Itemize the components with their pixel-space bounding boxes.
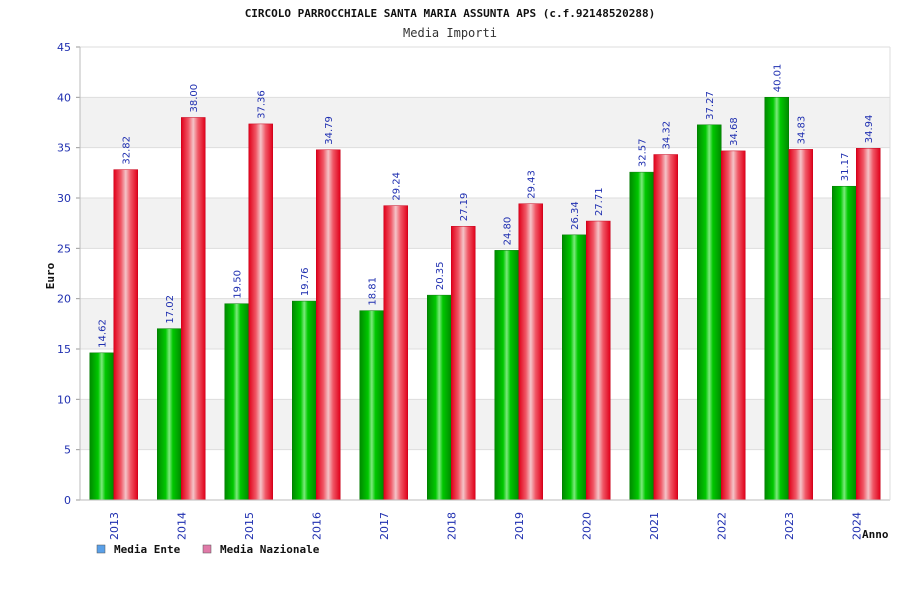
bar-media-ente [494, 250, 519, 501]
bar-media-ente [89, 352, 114, 501]
y-tick-label: 25 [57, 242, 71, 255]
y-tick-label: 40 [57, 91, 71, 104]
x-tick-label: 2013 [108, 512, 121, 540]
bar-media-nazionale [788, 149, 813, 501]
data-label-media-ente: 19.76 [300, 267, 311, 296]
y-axis-label: Euro [44, 262, 57, 289]
bar-media-ente [359, 310, 384, 501]
plot-area [80, 47, 890, 500]
chart-subtitle: Media Importi [403, 26, 497, 40]
bar-media-ente [832, 185, 857, 501]
x-tick-label: 2021 [648, 512, 661, 540]
data-label-media-nazionale: 37.36 [257, 90, 268, 119]
x-tick-label: 2023 [783, 512, 796, 540]
grid-band [80, 399, 890, 450]
data-label-media-nazionale: 34.94 [864, 115, 875, 144]
y-tick-label: 20 [57, 293, 71, 306]
data-label-media-ente: 19.50 [233, 270, 244, 299]
bar-media-ente [224, 303, 249, 501]
legend-swatch-media-nazionale [202, 544, 212, 554]
bar-media-ente [292, 300, 317, 501]
bar-media-nazionale [856, 148, 881, 501]
data-label-media-nazionale: 34.68 [729, 117, 740, 146]
bar-media-nazionale [518, 203, 543, 501]
y-axis-ticks: 0 5 10 15 20 25 30 35 40 45 [57, 41, 80, 507]
x-tick-label: 2024 [850, 512, 863, 540]
x-tick-label: 2015 [243, 512, 256, 540]
bar-media-nazionale [653, 154, 678, 501]
bar-media-ente [629, 171, 654, 501]
bar-media-ente [697, 124, 722, 501]
data-label-media-ente: 26.34 [570, 201, 581, 230]
grid-band [80, 198, 890, 249]
bar-media-ente [157, 328, 182, 501]
data-label-media-ente: 20.35 [435, 262, 446, 291]
bar-media-nazionale [316, 149, 341, 501]
data-label-media-ente: 17.02 [165, 295, 176, 324]
grid-band [80, 298, 890, 349]
data-label-media-nazionale: 32.82 [122, 136, 133, 165]
legend: Media Ente Media Nazionale [96, 543, 320, 556]
data-label-media-ente: 32.57 [638, 138, 649, 167]
chart-title: CIRCOLO PARROCCHIALE SANTA MARIA ASSUNTA… [245, 7, 656, 20]
x-axis-label: Anno [862, 528, 889, 541]
data-label-media-nazionale: 27.71 [594, 187, 605, 216]
data-label-media-nazionale: 34.32 [662, 121, 673, 150]
x-tick-label: 2018 [445, 512, 458, 540]
data-label-media-nazionale: 29.24 [392, 172, 403, 201]
data-label-media-nazionale: 27.19 [459, 193, 470, 222]
bar-media-nazionale [451, 226, 476, 501]
y-tick-label: 0 [64, 494, 71, 507]
data-label-media-nazionale: 29.43 [527, 170, 538, 199]
bar-media-nazionale [721, 150, 746, 501]
data-label-media-ente: 40.01 [773, 64, 784, 93]
y-tick-label: 35 [57, 142, 71, 155]
bar-media-nazionale [181, 117, 206, 501]
data-label-media-ente: 37.27 [705, 91, 716, 120]
axes [79, 47, 891, 501]
x-tick-label: 2019 [513, 512, 526, 540]
bar-media-nazionale [383, 205, 408, 501]
y-tick-label: 30 [57, 192, 71, 205]
y-tick-label: 5 [64, 444, 71, 457]
data-label-media-nazionale: 34.83 [797, 116, 808, 145]
data-label-media-ente: 31.17 [840, 153, 851, 182]
bar-media-ente [562, 234, 587, 501]
grid-band [80, 97, 890, 148]
data-label-media-ente: 18.81 [368, 277, 379, 306]
x-tick-label: 2017 [378, 512, 391, 540]
bar-media-ente [764, 96, 789, 501]
x-tick-label: 2016 [310, 512, 323, 540]
legend-label-media-nazionale: Media Nazionale [220, 543, 320, 556]
data-label-media-ente: 24.80 [503, 217, 514, 246]
legend-swatch-media-ente [96, 544, 106, 554]
x-tick-label: 2014 [175, 512, 188, 540]
gridlines [80, 46, 890, 501]
y-tick-label: 10 [57, 393, 71, 406]
bar-media-nazionale [586, 220, 611, 501]
y-tick-label: 45 [57, 41, 71, 54]
bars [89, 96, 881, 501]
bar-media-nazionale [113, 169, 138, 501]
legend-label-media-ente: Media Ente [114, 543, 181, 556]
y-tick-label: 15 [57, 343, 71, 356]
x-tick-label: 2020 [580, 512, 593, 540]
bar-media-ente [427, 294, 452, 501]
data-label-media-ente: 14.62 [98, 319, 109, 348]
x-axis-ticks: 2013 2014 2015 2016 2017 2018 2019 2020 2021 2022… [108, 512, 864, 540]
data-labels: 14.62 32.82 17.02 38.00 19.50 37.36 19.76 34.79… [98, 64, 876, 348]
x-tick-label: 2022 [715, 512, 728, 540]
data-label-media-nazionale: 34.79 [324, 116, 335, 145]
data-label-media-nazionale: 38.00 [189, 84, 200, 113]
bar-media-nazionale [248, 123, 273, 501]
